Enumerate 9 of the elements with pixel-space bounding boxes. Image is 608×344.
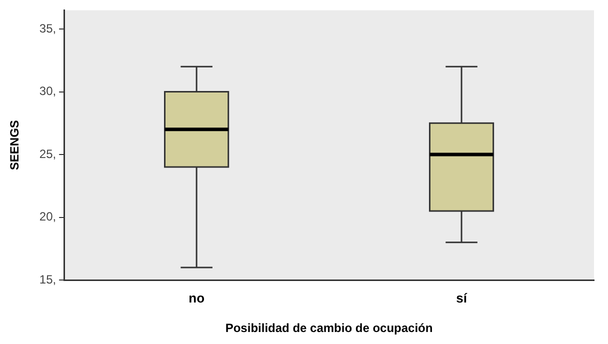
y-tick-label: 20, — [39, 210, 56, 224]
y-tick-label: 35, — [39, 21, 56, 36]
y-tick-label: 30, — [39, 84, 56, 98]
x-tick-label: sí — [456, 290, 468, 306]
y-tick-label: 25, — [39, 146, 56, 161]
x-axis-title: Posibilidad de cambio de ocupación — [225, 321, 433, 336]
y-axis-title: SEENGS — [8, 120, 22, 170]
x-tick-label: no — [188, 290, 205, 306]
y-tick-label: 15, — [39, 272, 56, 286]
